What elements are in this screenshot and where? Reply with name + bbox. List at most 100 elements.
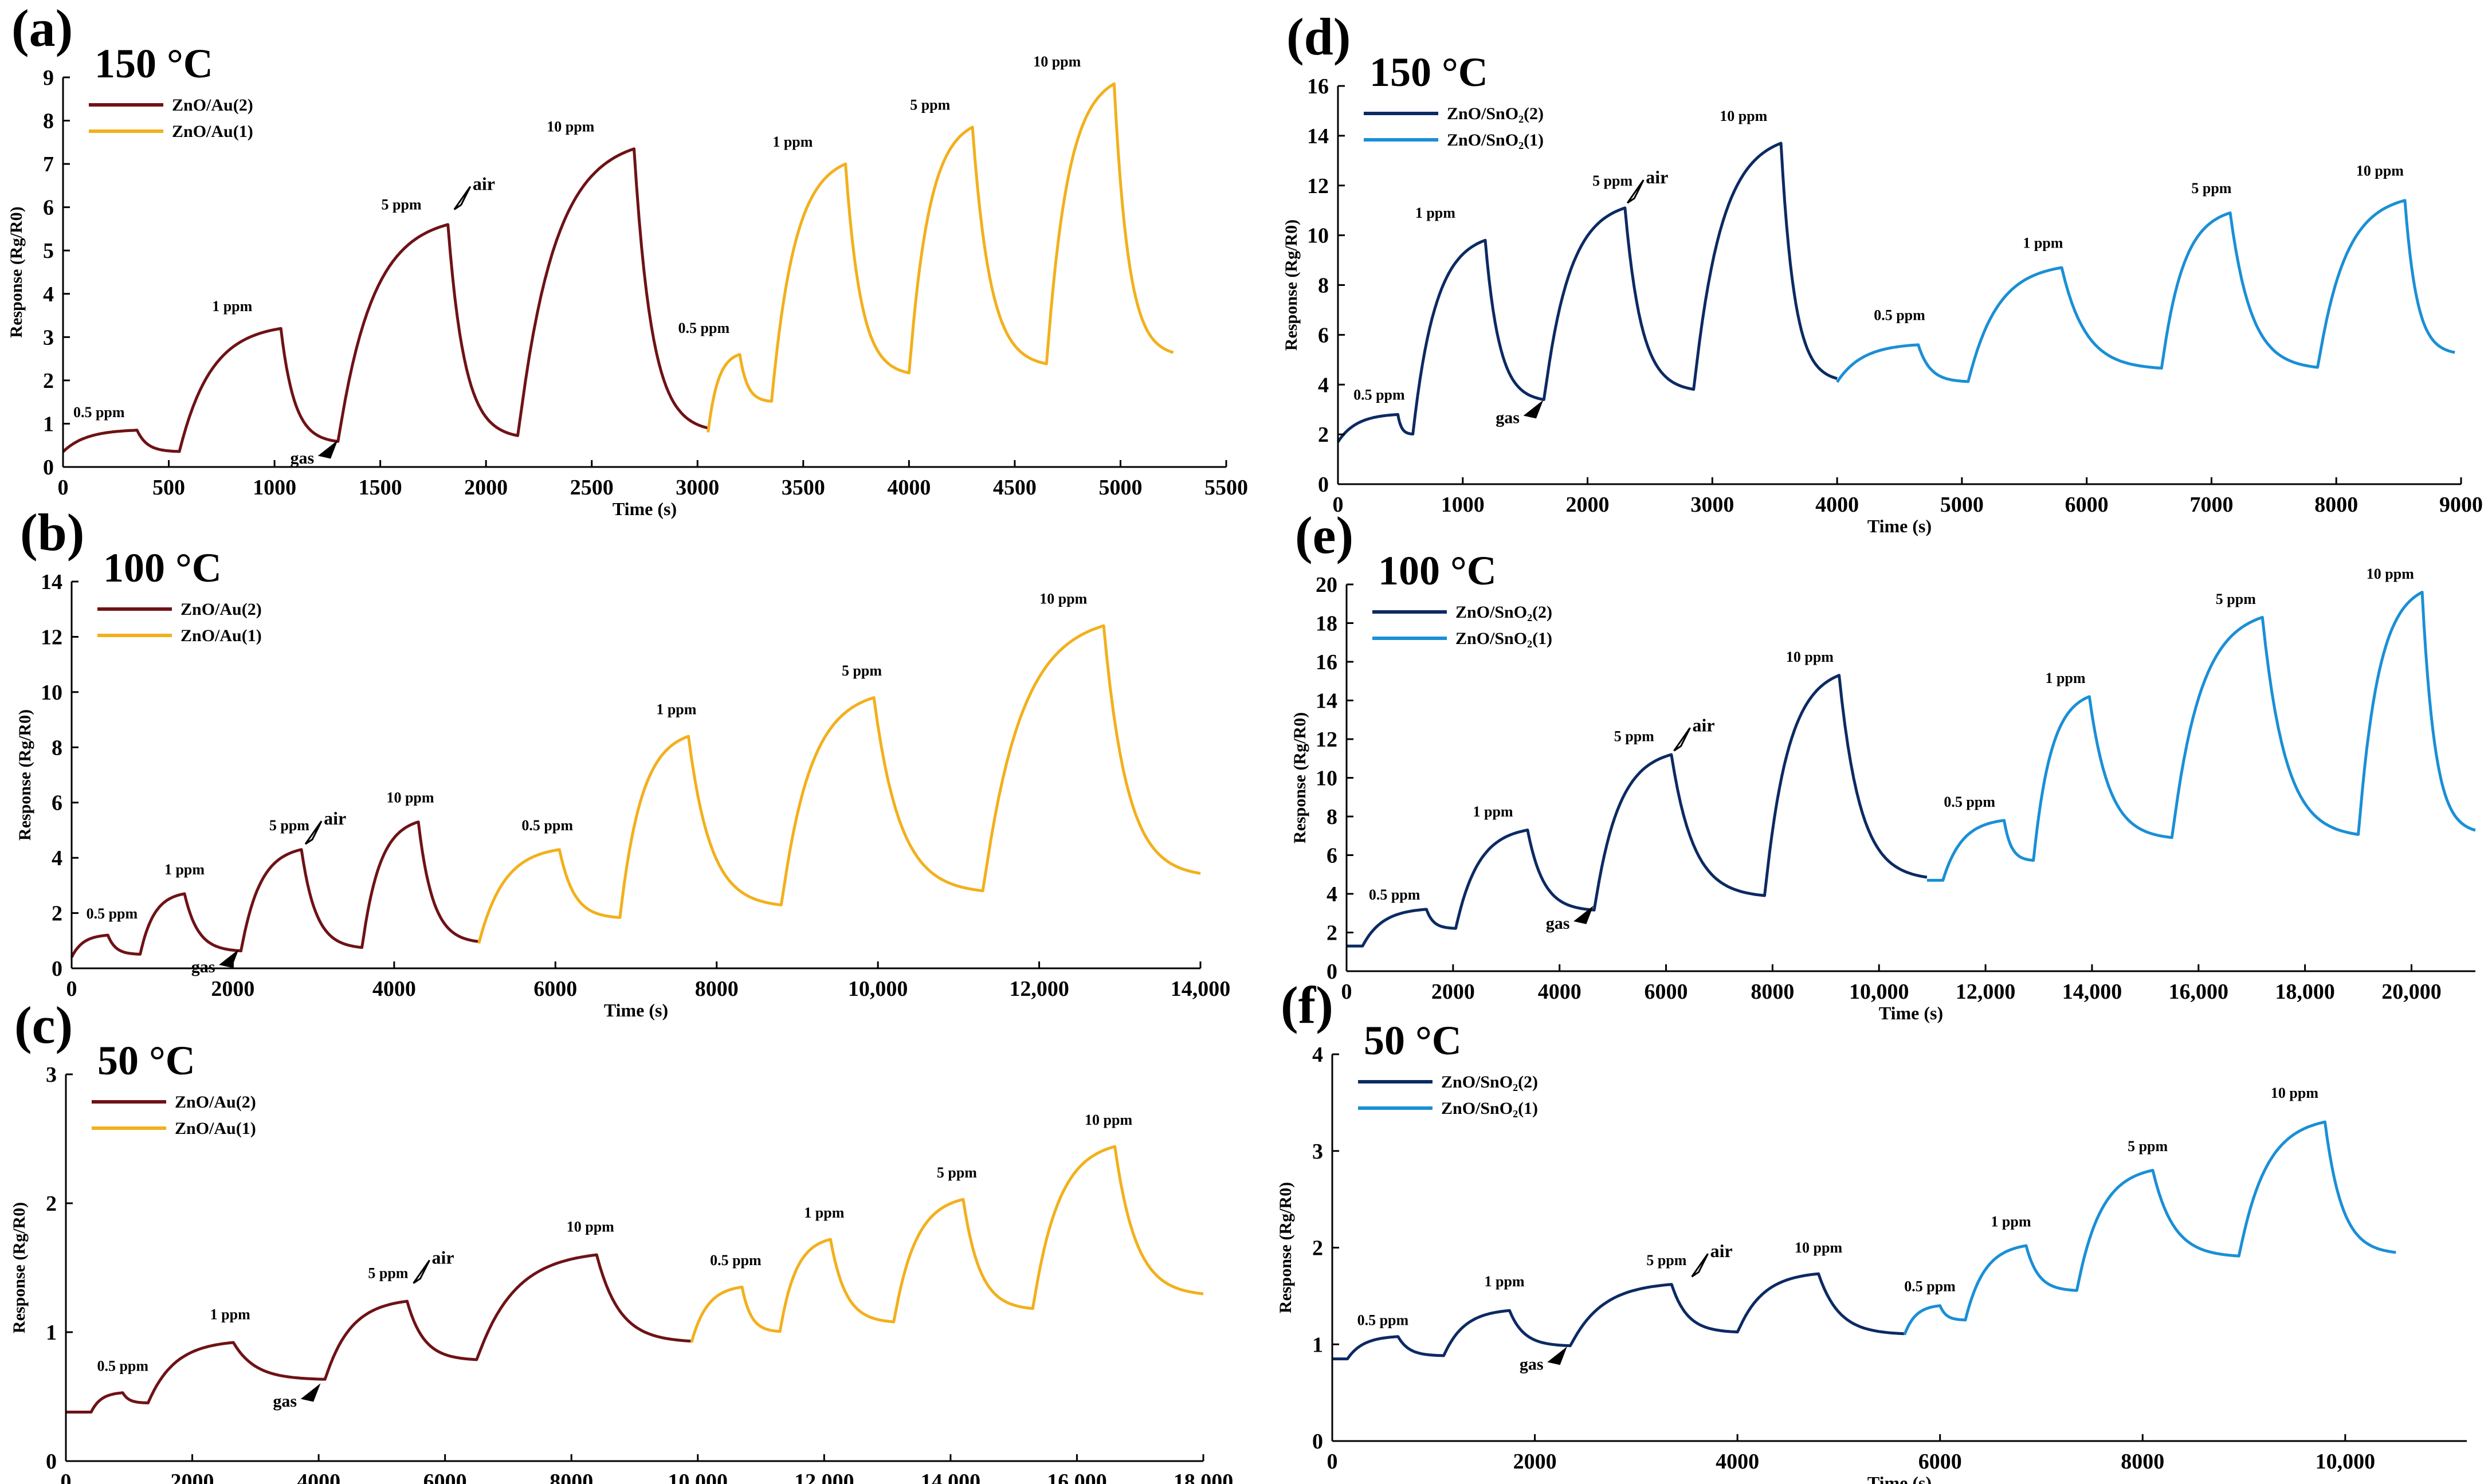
panel-a: 0 500 1000 1500 2000 2500 3000 3500 4000 4500 5000… xyxy=(7,0,1248,519)
concentration-label: 5 ppm xyxy=(1614,728,1654,744)
x-tick-label: 6000 xyxy=(2065,493,2109,517)
y-tick-label: 8 xyxy=(43,109,54,134)
legend-label: ZnO/Au(2) xyxy=(172,96,253,115)
legend-label: ZnO/SnO₂(2) xyxy=(1455,603,1552,622)
y-tick-label: 16 xyxy=(1307,74,1329,99)
concentration-label: 10 ppm xyxy=(1033,53,1081,70)
y-tick-label: 18 xyxy=(1316,612,1337,636)
x-tick-label: 5000 xyxy=(1940,493,1984,517)
concentration-label: 0.5 ppm xyxy=(73,404,125,421)
y-axis-label: Response (Rg/R0) xyxy=(7,206,26,337)
y-tick-label: 10 xyxy=(1307,224,1329,248)
x-tick-label: 0 xyxy=(1327,1450,1338,1474)
x-tick-label: 1000 xyxy=(253,476,296,500)
y-tick-label: 14 xyxy=(1307,124,1329,148)
x-tick-label: 4000 xyxy=(1538,980,1581,1004)
legend-label: ZnO/SnO₂(1) xyxy=(1441,1099,1538,1118)
concentration-label: 0.5 ppm xyxy=(1944,794,1995,810)
panel-e: 0 2000 4000 6000 8000 10,000 12,000 14,000 16,00… xyxy=(1290,506,2476,1023)
panel-label: (b) xyxy=(20,503,84,562)
air-arrow-icon xyxy=(453,186,472,210)
y-tick-label: 10 xyxy=(1316,767,1337,791)
gas-arrow-icon xyxy=(300,1383,321,1402)
concentration-label: 5 ppm xyxy=(2191,180,2231,197)
concentration-label: 5 ppm xyxy=(1646,1252,1686,1269)
y-tick-label: 1 xyxy=(43,412,54,436)
x-tick-label: 2000 xyxy=(1513,1450,1557,1474)
panel-temperature: 150 °C xyxy=(95,41,213,87)
panel-temperature: 50 °C xyxy=(1364,1018,1462,1063)
concentration-label: 1 ppm xyxy=(1473,803,1513,820)
y-tick-label: 16 xyxy=(1316,650,1337,674)
y-tick-label: 6 xyxy=(1318,323,1329,347)
y-tick-label: 3 xyxy=(43,325,54,350)
x-tick-label: 18,000 xyxy=(2275,980,2335,1004)
x-tick-label: 0 xyxy=(1341,980,1352,1004)
y-tick-label: 2 xyxy=(1327,921,1337,945)
series-line-f-1 xyxy=(1332,1272,1905,1361)
series-line-a-1 xyxy=(62,147,709,453)
x-tick-label: 9000 xyxy=(2439,493,2483,517)
air-arrow-icon xyxy=(413,1259,430,1284)
concentration-label: 10 ppm xyxy=(567,1219,614,1235)
x-tick-label: 14,000 xyxy=(921,1470,981,1484)
air-arrow-icon xyxy=(1627,179,1645,204)
y-tick-label: 7 xyxy=(43,152,54,176)
legend-label: ZnO/SnO₂(2) xyxy=(1447,104,1544,123)
x-tick-label: 8000 xyxy=(2121,1450,2164,1474)
concentration-label: 10 ppm xyxy=(2356,162,2404,179)
x-axis-label: Time (s) xyxy=(1867,1473,1932,1484)
air-arrow-icon xyxy=(1673,727,1691,752)
y-axis-label: Response (Rg/R0) xyxy=(1276,1182,1295,1313)
x-tick-label: 8000 xyxy=(2314,493,2358,517)
x-tick-label: 3500 xyxy=(782,476,825,500)
y-tick-label: 12 xyxy=(41,625,62,649)
gas-label: gas xyxy=(1546,914,1570,933)
series-line-a-2 xyxy=(707,82,1174,433)
x-tick-label: 18,000 xyxy=(1174,1470,1234,1484)
y-tick-label: 4 xyxy=(43,282,54,307)
series-line-e-2 xyxy=(1926,591,2476,882)
panel-temperature: 50 °C xyxy=(97,1038,195,1083)
air-label: air xyxy=(1692,714,1714,735)
concentration-label: 5 ppm xyxy=(269,817,309,834)
panel-c: 0 2000 4000 6000 8000 10,000 12,000 14,000 16,00… xyxy=(10,996,1233,1484)
y-tick-label: 2 xyxy=(46,1192,57,1216)
y-tick-label: 8 xyxy=(52,736,62,760)
concentration-label: 1 ppm xyxy=(2023,234,2063,251)
series-line-b-1 xyxy=(70,820,479,958)
concentration-label: 1 ppm xyxy=(164,861,205,878)
concentration-label: 10 ppm xyxy=(386,790,434,806)
y-tick-label: 0 xyxy=(46,1450,57,1474)
concentration-label: 0.5 ppm xyxy=(521,817,573,834)
gas-arrow-icon xyxy=(1547,1346,1567,1365)
y-tick-label: 1 xyxy=(46,1321,57,1345)
concentration-label: 10 ppm xyxy=(1720,108,1767,124)
air-arrow-icon xyxy=(304,820,323,845)
x-tick-label: 10,000 xyxy=(848,977,908,1001)
x-tick-label: 5000 xyxy=(1098,476,1142,500)
x-tick-label: 2000 xyxy=(211,977,254,1001)
y-tick-label: 2 xyxy=(1312,1236,1323,1261)
y-tick-label: 4 xyxy=(1327,882,1337,906)
x-tick-label: 10,000 xyxy=(668,1470,728,1484)
concentration-label: 1 ppm xyxy=(2045,670,2085,686)
gas-arrow-icon xyxy=(219,949,239,968)
concentration-label: 5 ppm xyxy=(2128,1138,2168,1155)
concentration-label: 10 ppm xyxy=(2271,1085,2318,1101)
concentration-label: 1 ppm xyxy=(1991,1213,2031,1230)
x-tick-label: 12,000 xyxy=(1009,977,1069,1001)
concentration-label: 1 ppm xyxy=(1484,1273,1524,1290)
concentration-label: 5 ppm xyxy=(368,1265,408,1282)
y-tick-label: 4 xyxy=(1312,1043,1323,1067)
concentration-label: 5 ppm xyxy=(910,97,950,113)
x-tick-label: 14,000 xyxy=(2062,980,2122,1004)
panel-label: (d) xyxy=(1286,7,1351,66)
air-label: air xyxy=(432,1247,454,1268)
y-tick-label: 0 xyxy=(52,957,62,981)
y-tick-label: 3 xyxy=(1312,1140,1323,1164)
x-tick-label: 2000 xyxy=(464,476,508,500)
y-axis-label: Response (Rg/R0) xyxy=(1290,712,1309,843)
y-tick-label: 14 xyxy=(41,570,62,594)
air-arrow-icon xyxy=(1691,1253,1709,1278)
